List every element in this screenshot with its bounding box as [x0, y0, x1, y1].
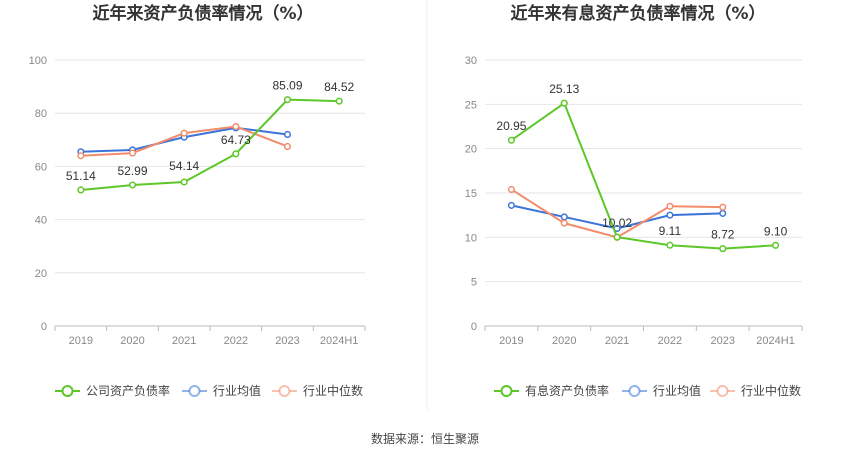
- legend-item: 行业均值: [622, 383, 701, 398]
- legend-item: 有息资产负债率: [494, 383, 609, 398]
- y-tick-label: 100: [29, 55, 47, 67]
- x-tick-label: 2022: [658, 335, 682, 347]
- legend-item: 行业中位数: [272, 383, 363, 398]
- y-tick-label: 60: [35, 161, 47, 173]
- data-label: 25.13: [549, 82, 579, 96]
- x-tick-label: 2023: [275, 335, 299, 347]
- data-label: 54.14: [169, 159, 199, 173]
- x-tick-label: 2021: [605, 335, 629, 347]
- y-tick-label: 0: [471, 321, 477, 333]
- data-point: [719, 245, 727, 253]
- legend-item: 行业中位数: [710, 383, 801, 398]
- x-tick-label: 2020: [552, 335, 576, 347]
- data-point: [232, 122, 240, 131]
- series-line: [80, 98, 340, 191]
- data-label: 9.10: [764, 224, 788, 238]
- x-tick-label: 2024H1: [756, 335, 795, 347]
- data-point: [77, 186, 85, 194]
- x-tick-label: 2020: [120, 335, 144, 347]
- legend-marker: [716, 385, 729, 397]
- data-point: [283, 130, 292, 139]
- y-tick-label: 15: [465, 188, 477, 200]
- legend-label: 公司资产负债率: [86, 383, 170, 398]
- x-tick-label: 2019: [69, 335, 93, 347]
- data-label: 9.11: [659, 224, 682, 238]
- chart-title: 近年来资产负债率情况（%）: [92, 3, 313, 24]
- data-point: [128, 149, 137, 157]
- y-tick-label: 40: [35, 215, 47, 227]
- source-note: 数据来源：恒生聚源: [371, 431, 479, 446]
- data-point: [666, 211, 674, 219]
- data-label: 52.99: [117, 164, 147, 178]
- y-tick-label: 20: [35, 268, 47, 280]
- data-point: [283, 142, 292, 150]
- data-label: 64.73: [221, 133, 251, 147]
- data-label: 51.14: [66, 169, 96, 183]
- data-point: [232, 150, 240, 158]
- series-line: [510, 101, 776, 250]
- debt-ratio-chart: 近年来资产负债率情况（%） 0 20 40 60 80 100 2019 2020 2021 202…: [29, 3, 366, 398]
- data-label: 8.72: [711, 228, 735, 242]
- chart-title: 近年来有息资产负债率情况（%）: [510, 3, 765, 24]
- data-point: [180, 129, 188, 137]
- data-point: [613, 233, 621, 241]
- y-tick-label: 25: [465, 99, 477, 111]
- data-point: [128, 181, 137, 189]
- interest-debt-ratio-chart: 近年来有息资产负债率情况（%） 0 5 10 15 20 25 30 2019 2020 2021 2…: [465, 3, 803, 398]
- data-point: [560, 99, 568, 107]
- legend-item: 公司资产负债率: [55, 383, 170, 398]
- y-tick-label: 20: [465, 144, 477, 156]
- legend-label: 行业中位数: [741, 383, 801, 398]
- y-tick-label: 10: [465, 232, 477, 244]
- legend-marker: [500, 385, 513, 397]
- data-label: 84.52: [324, 80, 354, 94]
- x-tick-label: 2022: [224, 335, 248, 347]
- data-label: 20.95: [496, 119, 526, 133]
- data-point: [560, 219, 568, 227]
- legend-marker: [61, 385, 74, 397]
- y-tick-label: 80: [35, 108, 47, 120]
- legend-marker: [188, 385, 201, 397]
- legend-label: 行业均值: [653, 383, 701, 398]
- data-point: [507, 201, 515, 209]
- y-tick-label: 0: [41, 321, 47, 333]
- data-point: [560, 213, 568, 221]
- data-label: 85.09: [272, 79, 302, 93]
- data-label: 10.02: [602, 216, 632, 230]
- legend-item: 行业均值: [182, 383, 261, 398]
- x-tick-label: 2021: [172, 335, 196, 347]
- data-point: [719, 203, 727, 211]
- legend-label: 行业均值: [213, 383, 261, 398]
- x-tick-label: 2023: [711, 335, 735, 347]
- data-point: [335, 97, 343, 105]
- data-point: [666, 202, 674, 210]
- data-point: [180, 178, 188, 186]
- legend-label: 有息资产负债率: [525, 383, 609, 398]
- legend-marker: [628, 385, 641, 397]
- data-point: [77, 152, 85, 160]
- data-point: [507, 136, 515, 144]
- data-point: [719, 209, 727, 217]
- data-point: [772, 241, 780, 249]
- x-tick-label: 2024H1: [320, 335, 359, 347]
- y-tick-label: 5: [471, 277, 477, 289]
- y-tick-label: 30: [465, 55, 477, 67]
- data-point: [666, 241, 674, 249]
- x-tick-label: 2019: [499, 335, 523, 347]
- legend-label: 行业中位数: [303, 383, 363, 398]
- data-point: [507, 185, 515, 194]
- legend-marker: [278, 385, 291, 397]
- data-point: [283, 96, 292, 104]
